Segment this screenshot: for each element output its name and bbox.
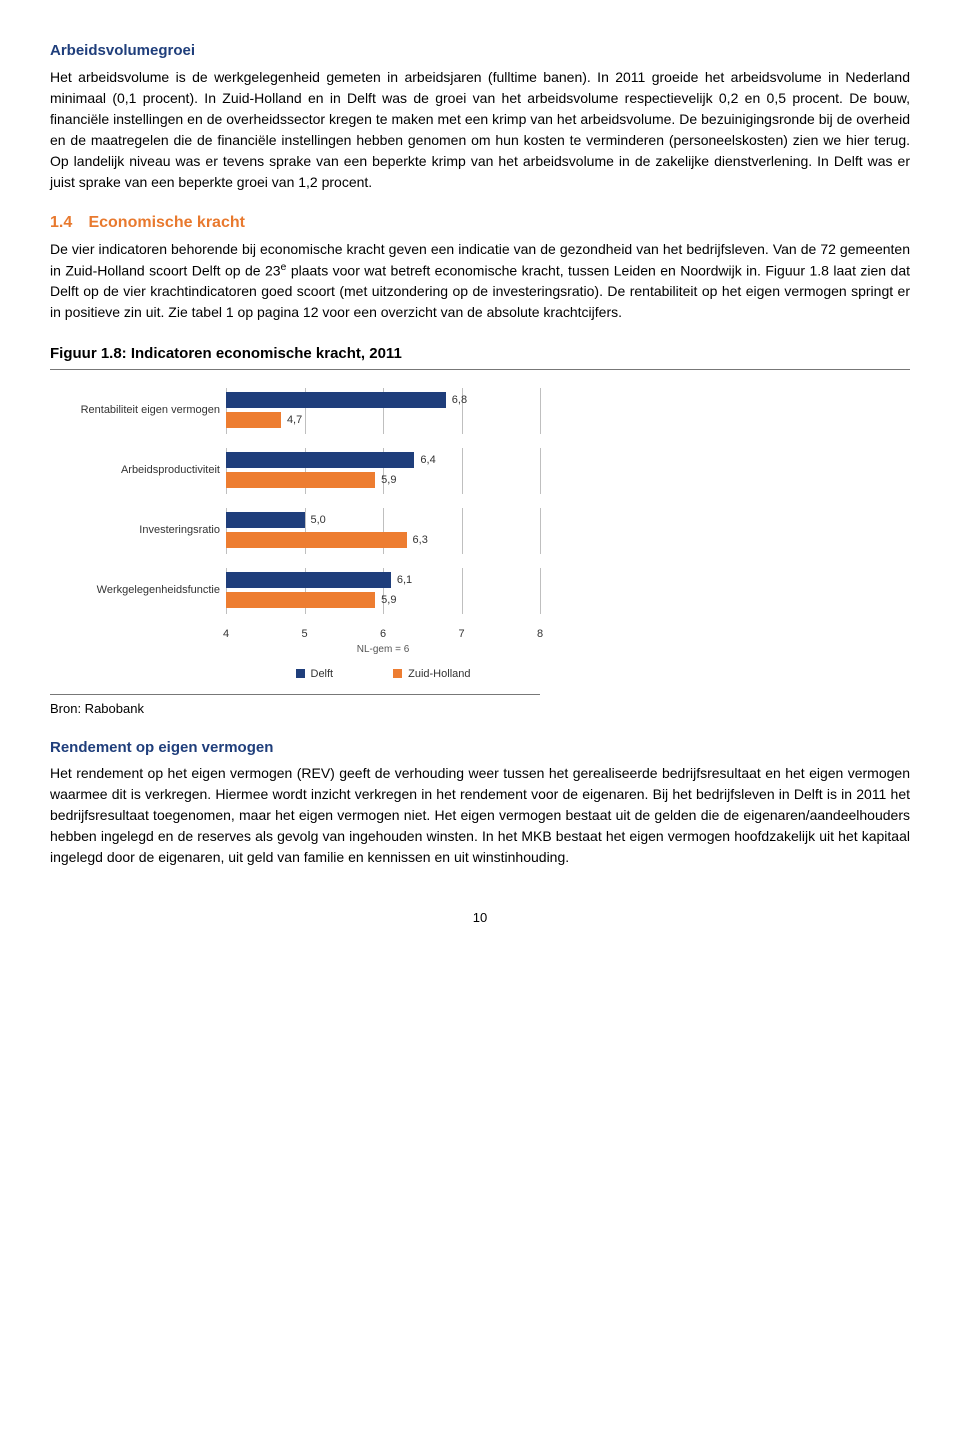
- legend-delft: Delft: [296, 666, 334, 683]
- section1-body: Het arbeidsvolume is de werkgelegenheid …: [50, 67, 910, 193]
- figure-title: Figuur 1.8: Indicatoren economische krac…: [50, 343, 910, 370]
- bar-delft-value: 6,8: [452, 392, 467, 409]
- page-number: 10: [50, 908, 910, 928]
- chart-category-label: Investeringsratio: [50, 522, 226, 539]
- chart-bar-area: 5,0 6,3: [226, 510, 540, 552]
- chart-row: Investeringsratio 5,0 6,3: [50, 510, 540, 552]
- bar-zuid-holland: [226, 532, 407, 548]
- section1-heading: Arbeidsvolumegroei: [50, 40, 910, 63]
- section2-title-row: 1.4 Economische kracht: [50, 211, 910, 235]
- axis-tick: 8: [537, 626, 543, 643]
- bar-zuid-holland: [226, 412, 281, 428]
- chart-category-label: Arbeidsproductiviteit: [50, 462, 226, 479]
- figure-source: Bron: Rabobank: [50, 694, 540, 719]
- section2-body: De vier indicatoren behorende bij econom…: [50, 239, 910, 324]
- section2-title: Economische kracht: [88, 214, 245, 231]
- bar-zuid-value: 5,9: [381, 472, 396, 489]
- chart-bar-area: 6,4 5,9: [226, 450, 540, 492]
- bar-delft-value: 5,0: [311, 512, 326, 529]
- axis-tick: 6: [380, 626, 386, 643]
- legend-zuid-holland: Zuid-Holland: [393, 666, 470, 683]
- bar-delft-value: 6,4: [420, 452, 435, 469]
- section3-body: Het rendement op het eigen vermogen (REV…: [50, 763, 910, 868]
- chart-bar-area: 6,8 4,7: [226, 390, 540, 432]
- chart-category-label: Rentabiliteit eigen vermogen: [50, 402, 226, 419]
- bar-delft: [226, 392, 446, 408]
- section2-number: 1.4: [50, 211, 84, 235]
- bar-delft: [226, 452, 414, 468]
- bar-zuid-holland: [226, 472, 375, 488]
- axis-tick: 7: [458, 626, 464, 643]
- axis-tick: 4: [223, 626, 229, 643]
- bar-delft: [226, 572, 391, 588]
- section3-heading: Rendement op eigen vermogen: [50, 737, 910, 760]
- axis-tick: 5: [301, 626, 307, 643]
- bar-delft: [226, 512, 305, 528]
- bar-zuid-holland: [226, 592, 375, 608]
- bar-zuid-value: 4,7: [287, 412, 302, 429]
- chart-row: Werkgelegenheidsfunctie6,15,9: [50, 570, 540, 612]
- chart-row: Arbeidsproductiviteit 6,4 5,9: [50, 450, 540, 492]
- bar-delft-value: 6,1: [397, 572, 412, 589]
- bar-zuid-value: 6,3: [413, 532, 428, 549]
- chart-bar-area: 6,15,9: [226, 570, 540, 612]
- chart-category-label: Werkgelegenheidsfunctie: [50, 582, 226, 599]
- bar-zuid-value: 5,9: [381, 592, 396, 609]
- axis-subtitle: NL-gem = 6: [357, 642, 410, 657]
- figure-chart: Rentabiliteit eigen vermogen 6,8 4,7 Arbeid…: [50, 390, 540, 719]
- chart-row: Rentabiliteit eigen vermogen 6,8 4,7: [50, 390, 540, 432]
